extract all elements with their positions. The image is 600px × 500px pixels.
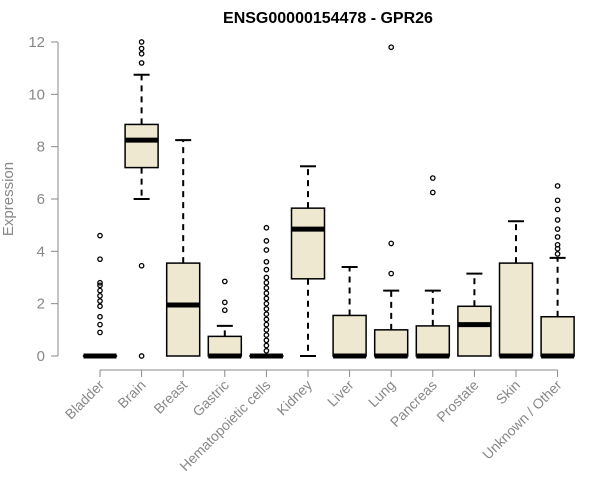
outlier-point <box>97 298 103 304</box>
outlier-point <box>138 50 145 57</box>
outlier-point <box>263 274 270 281</box>
outlier-point <box>554 183 561 189</box>
outlier-point <box>554 234 561 240</box>
outlier-point <box>263 321 270 328</box>
box-prostate <box>457 272 492 357</box>
outlier-point <box>97 303 103 310</box>
y-tick-label: 6 <box>37 191 45 208</box>
outlier-point <box>554 206 561 213</box>
box-iqr <box>165 262 201 357</box>
outlier-point <box>138 39 145 45</box>
box-iqr <box>540 316 575 357</box>
outlier-point <box>97 279 103 286</box>
box-liver <box>332 266 367 359</box>
outlier-point <box>221 278 228 285</box>
y-tick-label: 2 <box>37 296 45 313</box>
outlier-point <box>138 353 145 359</box>
y-tick-label: 8 <box>37 139 45 156</box>
outlier-point <box>97 321 103 328</box>
outlier-point <box>263 238 270 244</box>
y-tick-label: 10 <box>28 86 45 103</box>
box-iqr <box>332 314 367 357</box>
outlier-point <box>263 247 270 253</box>
y-axis-label: Expression <box>0 162 17 236</box>
outlier-point <box>554 226 561 232</box>
outlier-point <box>388 44 395 51</box>
x-tick-label: Bladder <box>62 377 108 423</box>
x-tick-label: Breast <box>150 377 190 417</box>
y-tick-label: 0 <box>37 348 45 365</box>
outlier-point <box>263 316 270 323</box>
x-tick-label: Kidney <box>274 377 316 419</box>
x-tick-label: Unknown / Other <box>479 377 565 463</box>
outlier-point <box>388 270 395 277</box>
outlier-point <box>263 337 270 344</box>
outlier-point <box>388 240 395 247</box>
outlier-point <box>138 262 145 269</box>
outlier-point <box>263 311 270 317</box>
outlier-point <box>97 232 103 239</box>
outlier-point <box>554 197 561 204</box>
box-skin <box>498 220 534 359</box>
outlier-point <box>554 241 561 248</box>
box-lung <box>373 44 409 359</box>
box-iqr <box>498 262 534 357</box>
outlier-point <box>97 292 103 299</box>
outlier-point <box>263 347 270 354</box>
outlier-point <box>97 256 103 263</box>
outlier-point <box>138 45 145 52</box>
box-hematopoietic-cells <box>249 224 284 359</box>
box-iqr <box>124 123 159 169</box>
outlier-point <box>429 189 436 196</box>
box-bladder <box>82 232 118 359</box>
box-iqr <box>373 329 409 357</box>
x-tick-label: Liver <box>324 377 357 410</box>
y-tick-label: 12 <box>28 34 45 51</box>
box-iqr <box>290 207 326 280</box>
outlier-point <box>263 332 270 338</box>
outlier-point <box>138 60 145 66</box>
outlier-point <box>263 279 270 286</box>
box-iqr <box>415 325 451 357</box>
x-tick-label: Prostate <box>433 377 481 425</box>
outlier-point <box>263 326 270 333</box>
box-iqr <box>457 305 492 357</box>
y-tick-label: 4 <box>37 243 45 260</box>
chart-title: ENSG00000154478 - GPR26 <box>223 10 433 27</box>
outlier-point <box>554 217 561 223</box>
box-brain <box>124 39 159 359</box>
outlier-point <box>97 313 103 320</box>
box-breast <box>165 139 201 357</box>
box-iqr <box>207 335 243 357</box>
outlier-point <box>97 287 103 294</box>
outlier-point <box>263 290 270 297</box>
outlier-point <box>554 251 561 257</box>
outlier-point <box>263 266 270 273</box>
outlier-point <box>263 295 270 302</box>
outlier-point <box>263 285 270 291</box>
x-tick-label: Brain <box>114 377 148 411</box>
outlier-point <box>263 224 270 231</box>
x-tick-label: Lung <box>365 377 398 410</box>
outlier-point <box>429 175 436 181</box>
outlier-point <box>263 342 270 349</box>
outlier-point <box>263 306 270 312</box>
outlier-point <box>221 307 228 314</box>
outlier-point <box>97 329 103 336</box>
box-unknown-other <box>540 183 575 359</box>
box-pancreas <box>415 175 451 359</box>
y-axis: 0 2 4 6 8 10 12 <box>28 34 59 365</box>
outlier-point <box>263 258 270 265</box>
box-kidney <box>290 165 326 357</box>
box-gastric <box>207 278 243 359</box>
outlier-point <box>97 282 103 289</box>
outlier-point <box>263 300 270 307</box>
outlier-point <box>221 299 228 306</box>
x-tick-label: Skin <box>493 377 524 408</box>
box-series <box>82 39 575 359</box>
